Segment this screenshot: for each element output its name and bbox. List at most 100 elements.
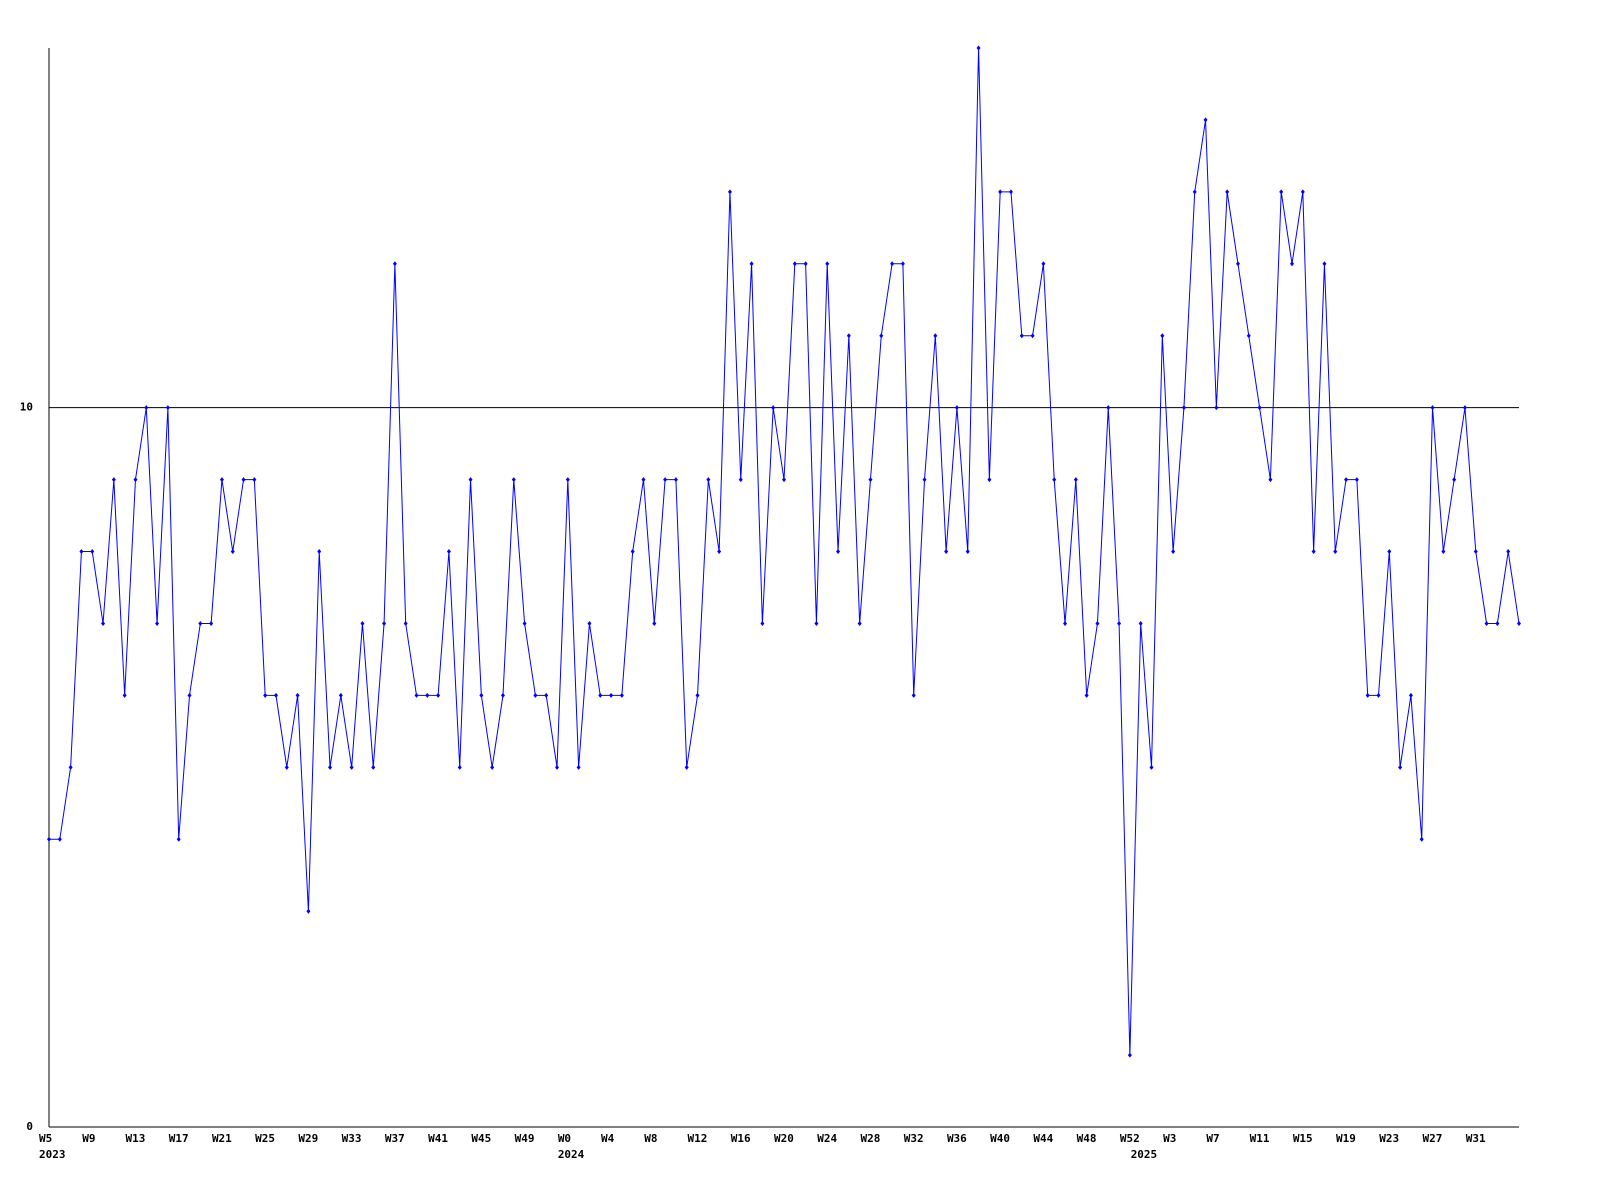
data-point [1073,477,1078,483]
x-tick-label: W49 [515,1132,535,1145]
data-point [1257,405,1262,411]
data-point [1506,549,1511,555]
data-point [868,477,873,483]
data-point [782,477,786,483]
data-point [1495,620,1500,626]
x-tick-label: W19 [1336,1132,1356,1145]
data-point [209,620,214,626]
data-point [965,549,970,555]
data-point [1138,620,1143,626]
x-tick-label: W24 [817,1132,837,1145]
x-tick-label: W25 [255,1132,275,1145]
data-point [457,764,462,770]
data-point [1484,620,1489,626]
x-year-label: 2025 [1131,1148,1158,1161]
data-point [1430,405,1435,411]
data-point [284,764,289,770]
data-point [1030,333,1035,339]
data-point [306,908,311,914]
data-point [241,477,246,483]
x-tick-label: W44 [1033,1132,1053,1145]
data-point [317,549,322,555]
x-tick-label: W45 [471,1132,491,1145]
data-point [101,620,106,626]
data-point [846,333,851,339]
data-point [198,620,203,626]
data-point [425,692,430,698]
x-year-label: 2024 [558,1148,585,1161]
data-point [479,692,484,698]
x-tick-label: W28 [860,1132,880,1145]
data-point [382,620,387,626]
data-point [446,549,451,555]
data-point [79,549,84,555]
x-tick-label: W12 [688,1132,708,1145]
data-point [176,836,181,842]
data-point [1322,261,1327,267]
data-point [555,764,560,770]
x-tick-label: W7 [1206,1132,1219,1145]
data-point [641,477,646,483]
data-point [165,405,170,411]
data-point [544,692,549,698]
data-point [673,477,678,483]
data-point [576,764,581,770]
data-point [219,477,224,483]
data-point [133,477,138,483]
data-point [760,620,765,626]
x-tick-label: W32 [904,1132,924,1145]
data-point [1387,549,1392,555]
x-tick-label: W52 [1120,1132,1140,1145]
data-point [273,692,278,698]
data-point [1441,549,1446,555]
x-tick-label: W15 [1293,1132,1313,1145]
data-point [836,549,841,555]
data-point [1354,477,1359,483]
y-tick-label: 10 [20,401,33,414]
data-point [1235,261,1240,267]
data-point [57,836,62,842]
data-point [1290,261,1295,267]
data-point [1517,620,1521,626]
data-point [252,477,257,483]
data-point [1041,261,1046,267]
x-tick-label: W13 [125,1132,145,1145]
x-year-label: 2023 [39,1148,66,1161]
data-point [1019,333,1024,339]
x-tick-label: W48 [1077,1132,1097,1145]
data-point [717,549,722,555]
data-point [349,764,354,770]
data-point [263,692,268,698]
data-point [1181,405,1186,411]
data-point [944,549,949,555]
data-point [771,405,776,411]
data-point [1192,189,1197,195]
data-point [879,333,884,339]
data-point [954,405,959,411]
data-point [1127,1052,1132,1058]
data-point [684,764,689,770]
data-point [598,692,603,698]
data-point [144,405,149,411]
data-point [738,477,743,483]
data-point [1311,549,1316,555]
data-point [1008,189,1013,195]
data-point [511,477,516,483]
data-point [933,333,938,339]
data-point [1419,836,1424,842]
data-point [663,477,668,483]
data-point [803,261,808,267]
data-point [1344,477,1349,483]
x-tick-label: W31 [1466,1132,1486,1145]
x-tick-label: W21 [212,1132,232,1145]
data-point [1333,549,1338,555]
x-tick-label: W11 [1250,1132,1270,1145]
data-point [187,692,192,698]
data-point [792,261,797,267]
data-point [436,692,441,698]
data-point [900,261,905,267]
data-point [652,620,657,626]
x-tick-label: W0 [558,1132,571,1145]
data-point [230,549,235,555]
